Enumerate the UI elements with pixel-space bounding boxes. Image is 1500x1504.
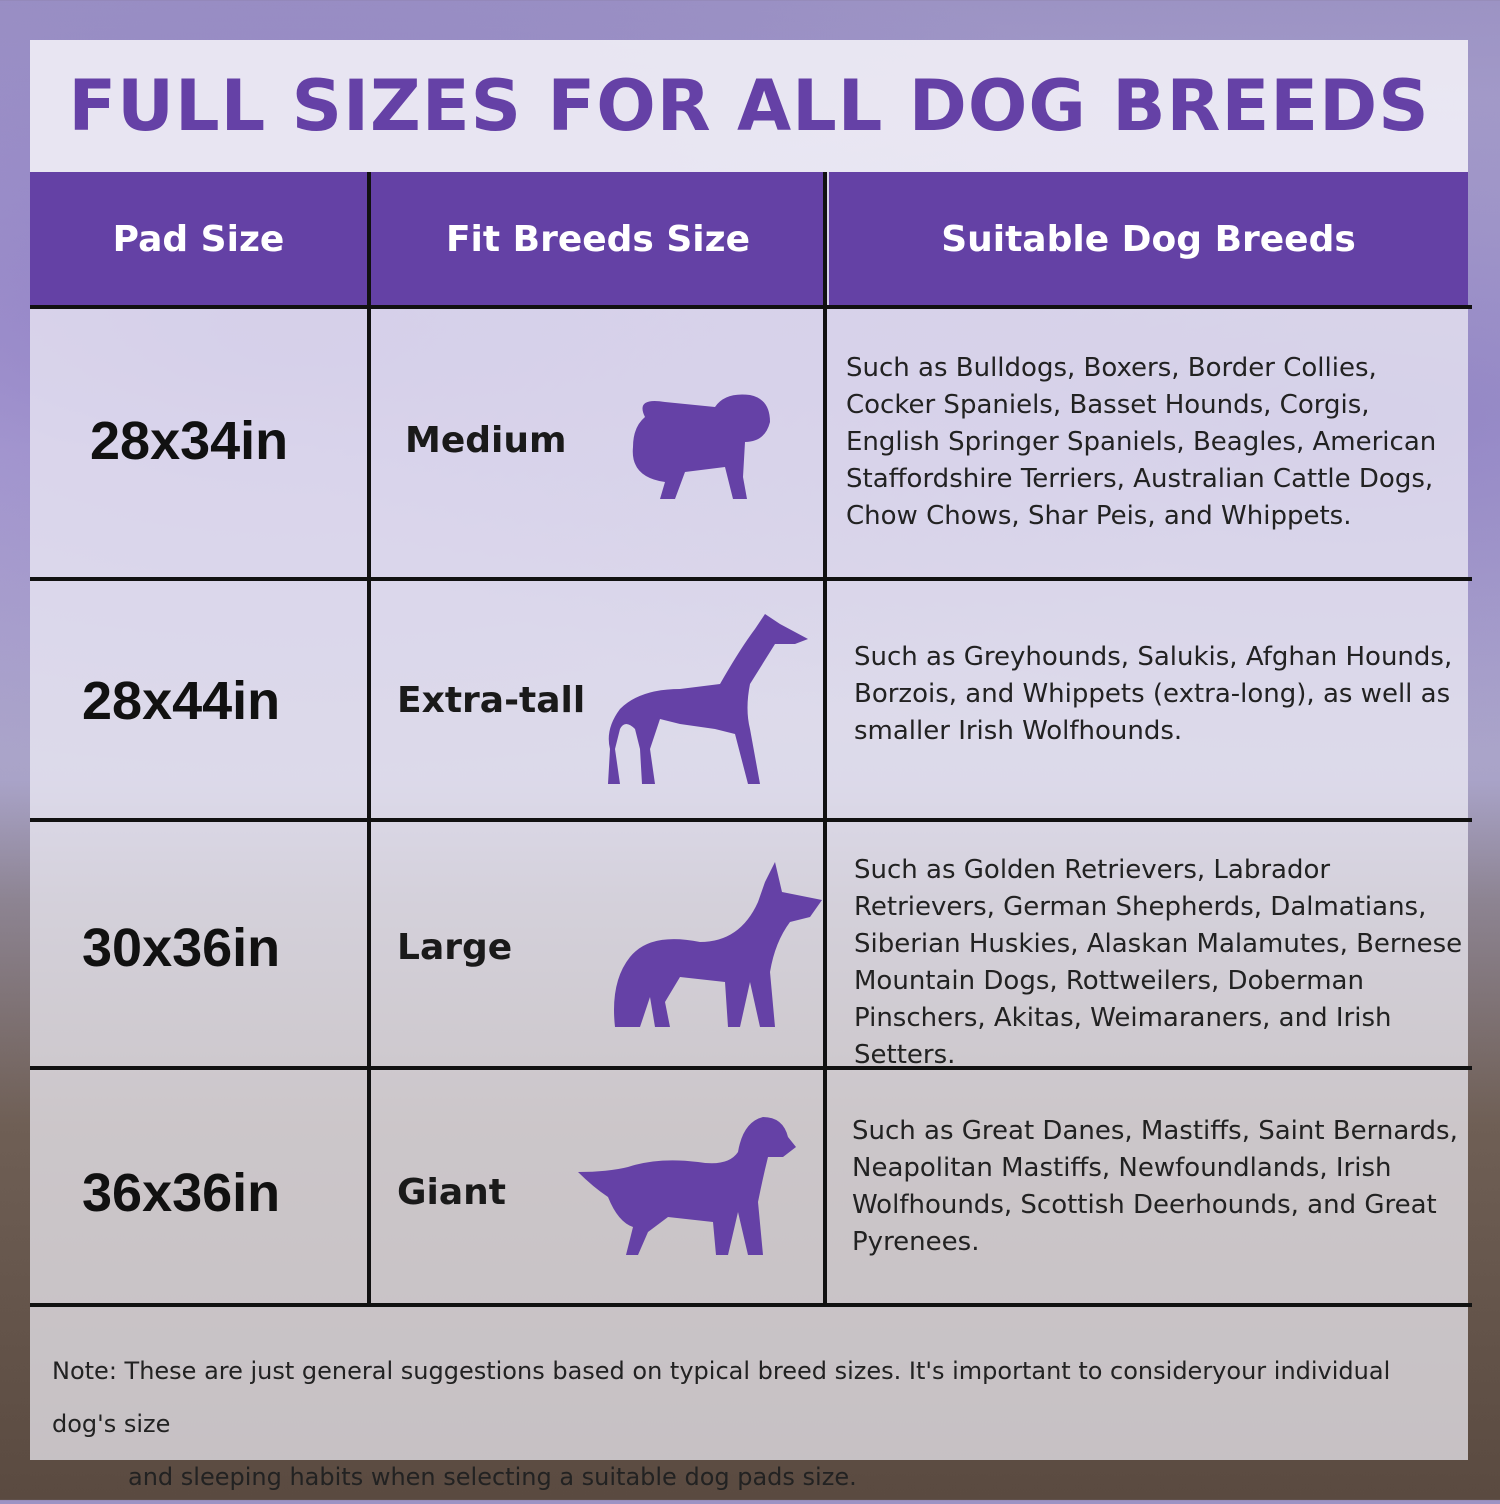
size-table: Pad Size Fit Breeds Size Suitable Dog Br… — [30, 172, 1472, 1307]
breeds-description: Such as Greyhounds, Salukis, Afghan Houn… — [854, 642, 1453, 746]
greyhound-silhouette-icon — [608, 614, 808, 784]
divider — [30, 1303, 1472, 1307]
fit-size: Medium — [405, 420, 567, 461]
divider — [30, 305, 1472, 309]
pad-size: 36x36in — [82, 1163, 281, 1223]
setter-silhouette-icon — [578, 1117, 796, 1255]
divider — [30, 818, 1472, 822]
divider — [823, 172, 827, 1305]
divider — [30, 577, 1472, 581]
breeds-description: Such as Great Danes, Mastiffs, Saint Ber… — [852, 1116, 1458, 1257]
header-fit-breeds-size: Fit Breeds Size — [371, 172, 825, 307]
header-suitable-breeds: Suitable Dog Breeds — [829, 172, 1468, 307]
breeds-description: Such as Bulldogs, Boxers, Border Collies… — [846, 353, 1437, 531]
divider — [367, 172, 371, 1305]
page-title: FULL SIZES FOR ALL DOG BREEDS — [30, 40, 1468, 172]
shepherd-silhouette-icon — [614, 862, 822, 1027]
footnote: Note: These are just general suggestions… — [52, 1345, 1452, 1504]
fit-size: Extra-tall — [397, 680, 586, 721]
pad-size: 30x36in — [82, 918, 281, 978]
breeds-description: Such as Golden Retrievers, Labrador Retr… — [854, 855, 1463, 1070]
bulldog-silhouette-icon — [632, 394, 770, 499]
header-pad-size: Pad Size — [30, 172, 367, 307]
fit-size: Large — [397, 927, 513, 968]
pad-size: 28x34in — [90, 411, 289, 471]
note-line-2: and sleeping habits when selecting a sui… — [128, 1463, 857, 1491]
fit-size: Giant — [397, 1172, 507, 1213]
note-line-1: Note: These are just general suggestions… — [52, 1357, 1391, 1438]
divider — [30, 1066, 1472, 1070]
pad-size: 28x44in — [82, 671, 281, 731]
